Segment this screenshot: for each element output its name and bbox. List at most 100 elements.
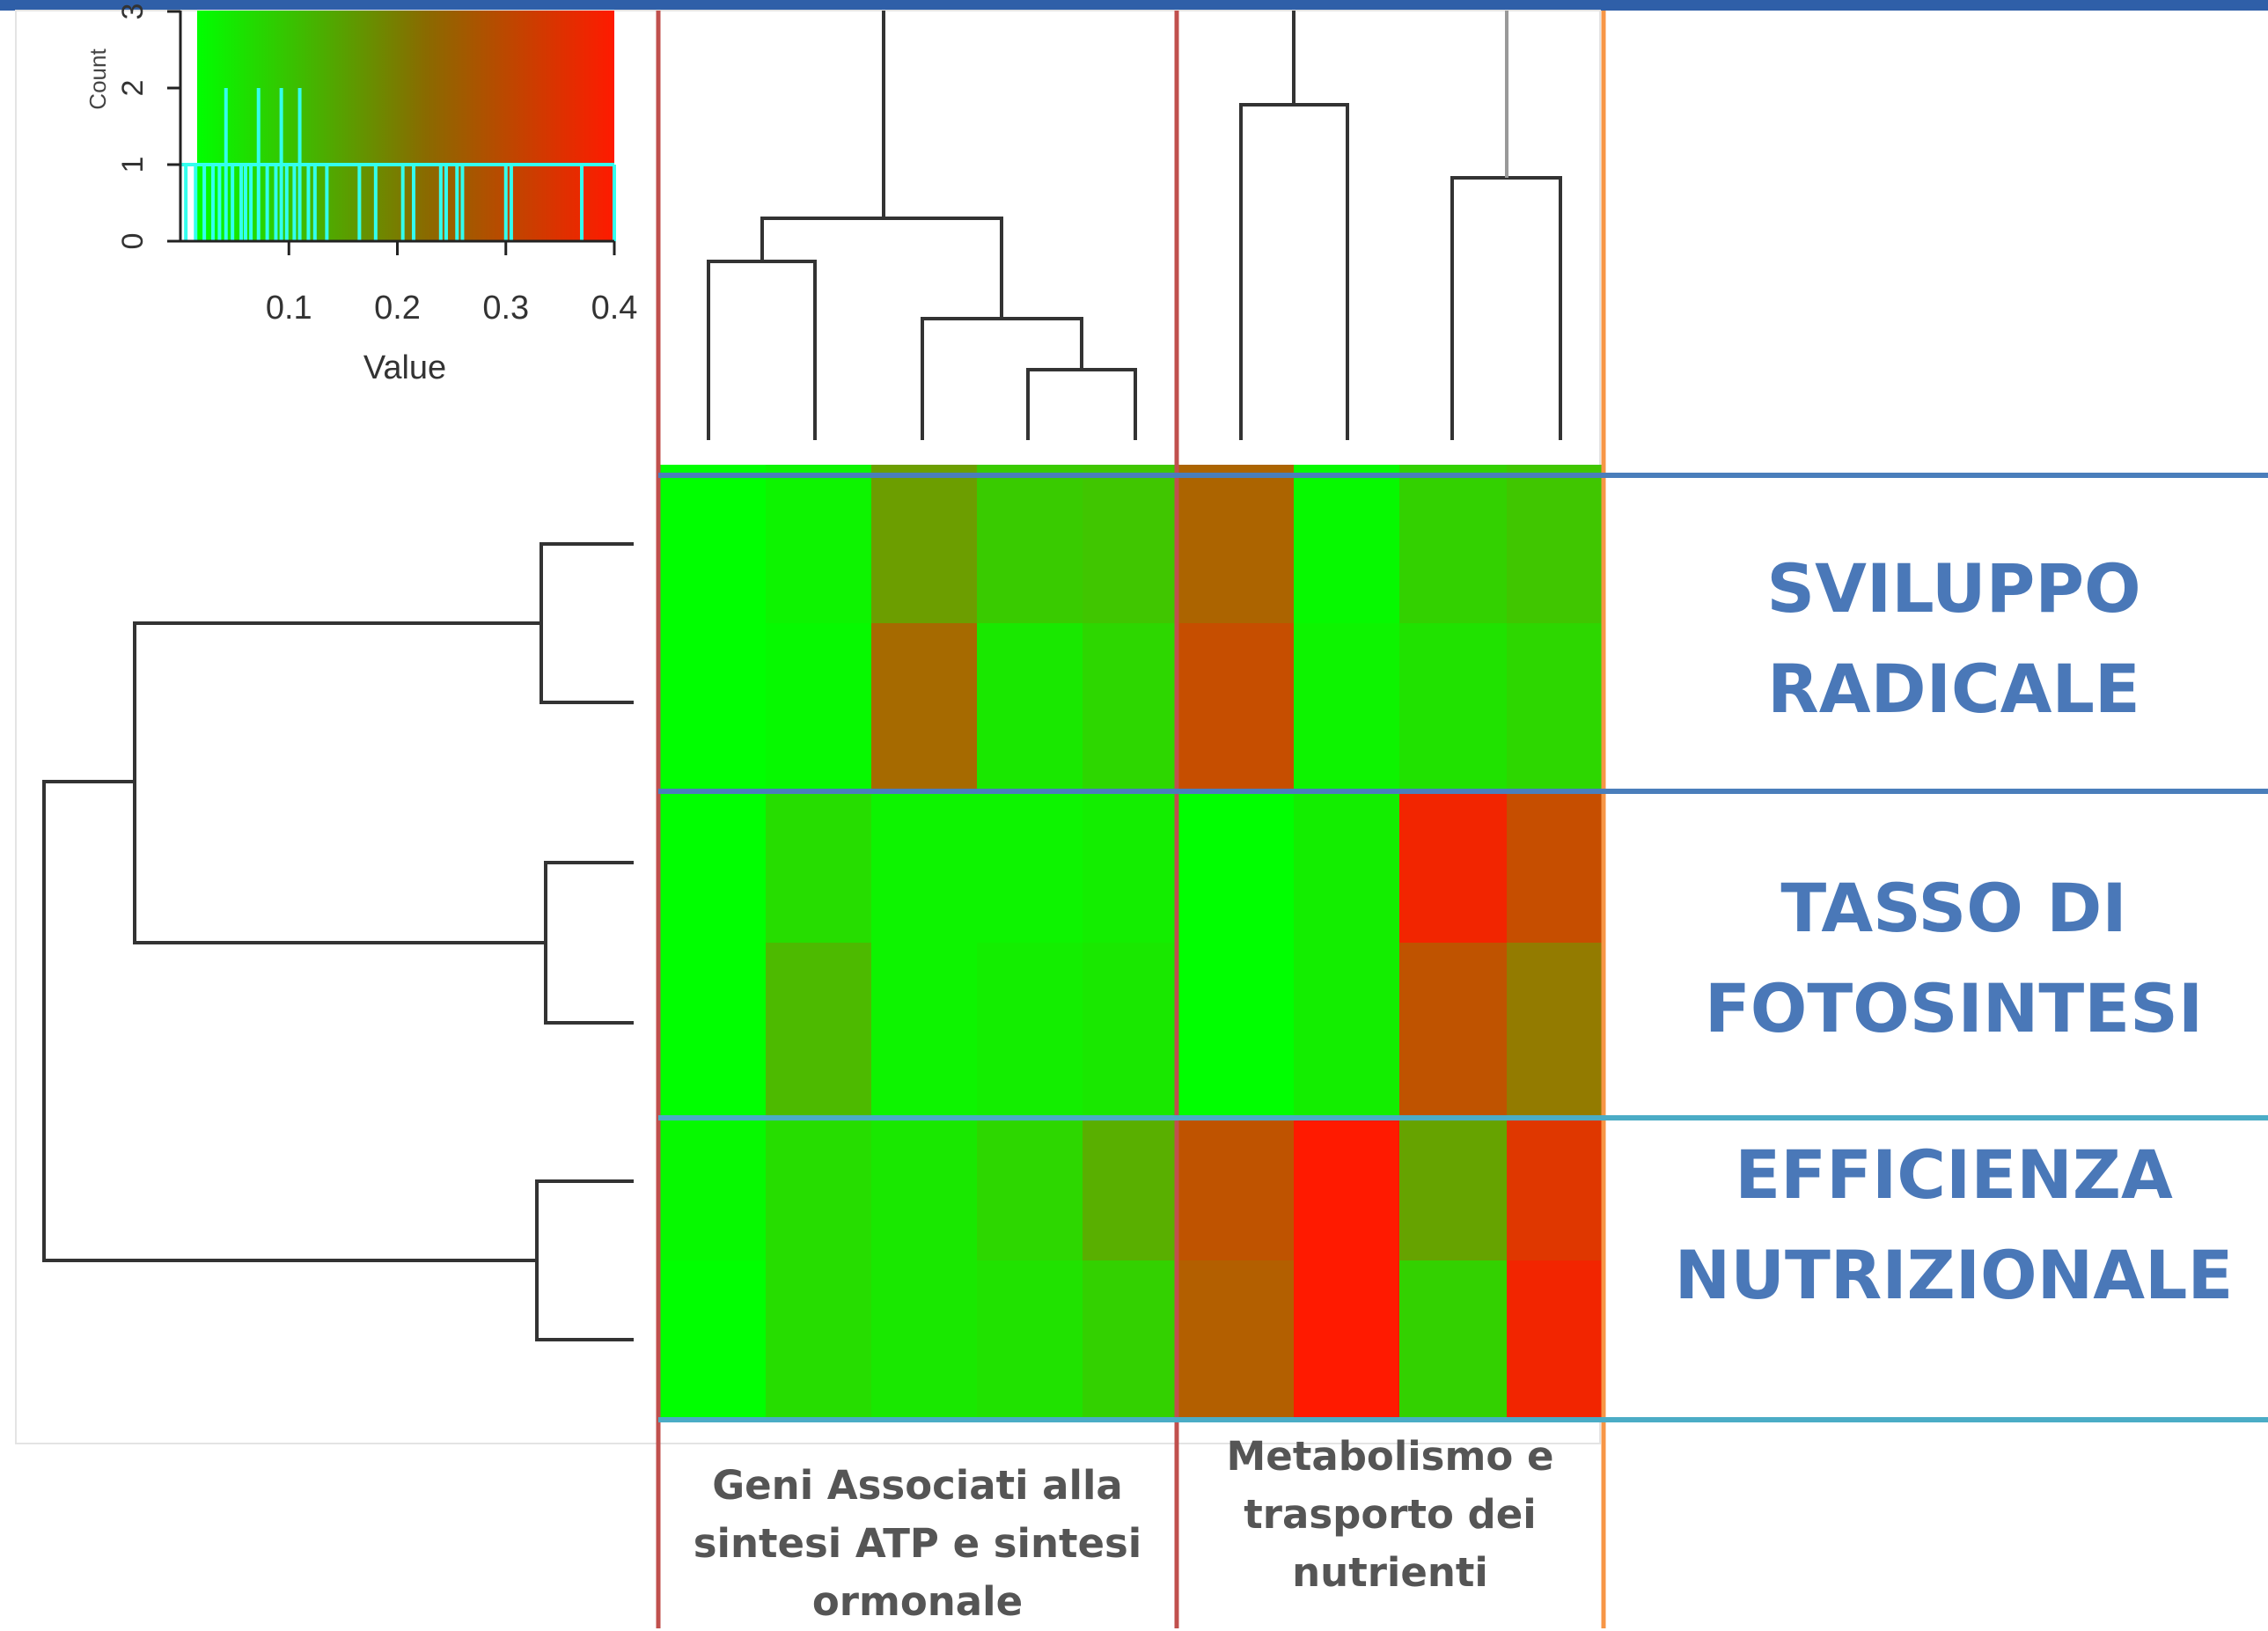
col-label-line: sintesi ATP e sintesi: [693, 1520, 1142, 1567]
row-dendro-branch: [535, 1179, 634, 1341]
heatmap-cell: [871, 1260, 978, 1421]
col-label-line: nutrienti: [1292, 1549, 1488, 1596]
heatmap-cell: [660, 1260, 767, 1421]
heatmap-cell: [766, 1260, 872, 1421]
heatmap-cell: [1177, 791, 1295, 944]
heatmap-cell: [1294, 1260, 1400, 1421]
heatmap-cell: [1083, 623, 1178, 792]
row-label-line: FOTOSINTESI: [1704, 969, 2204, 1047]
heatmap-cell: [1294, 791, 1400, 944]
heatmap-cell: [977, 791, 1083, 944]
row-label-line: EFFICIENZA: [1735, 1135, 2173, 1214]
color-key-ylabel: Count: [84, 48, 111, 110]
row-label-line: NUTRIZIONALE: [1674, 1236, 2234, 1314]
heatmap-cell: [766, 465, 872, 624]
heatmap-cell: [1083, 1260, 1178, 1421]
heatmap-cell: [1177, 943, 1295, 1119]
heatmap-cell: [1083, 791, 1178, 944]
heatmap-cell: [1294, 623, 1400, 792]
col-dendro-branch: [1450, 176, 1562, 440]
heatmap-cell: [1507, 623, 1603, 792]
row-dendro-branch: [42, 780, 537, 1262]
col-dendro-branch: [1239, 103, 1349, 440]
row-label-line: SVILUPPO: [1766, 549, 2141, 628]
row-dendro-branch: [544, 861, 634, 1025]
color-key-y-tick-label: 1: [116, 157, 150, 173]
heatmap-cell: [660, 465, 767, 624]
heatmap-cell: [1399, 465, 1508, 624]
heatmap-cell: [1399, 623, 1508, 792]
col-label-line: trasporto dei: [1244, 1491, 1537, 1538]
heatmap-cell: [1507, 465, 1603, 624]
heatmap-cell: [871, 791, 978, 944]
color-key-xlabel: Value: [363, 349, 446, 386]
color-key-y-tick-label: 3: [116, 4, 150, 20]
heatmap-cell: [1177, 465, 1295, 624]
color-key: 0.1 0.2 0.3 0.4 0 1 2 3 Value Count: [84, 4, 637, 386]
heatmap-cell: [766, 943, 872, 1119]
row-dendro-branch: [133, 621, 546, 944]
heatmap-cell: [766, 623, 872, 792]
heatmap-cell: [977, 1118, 1083, 1261]
heatmap-cell: [871, 1118, 978, 1261]
heatmap-cell: [1399, 1118, 1508, 1261]
heatmap-cell: [1083, 465, 1178, 624]
heatmap-cell: [977, 465, 1083, 624]
col-label-metabolismo: Metabolismo e trasporto dei nutrienti: [1178, 1428, 1602, 1602]
row-dendrogram: [42, 542, 634, 1341]
heatmap-cell: [871, 943, 978, 1119]
color-key-x-tick-label: 0.4: [591, 290, 638, 327]
heatmap-cell: [977, 623, 1083, 792]
col-label-line: Metabolismo e: [1226, 1433, 1554, 1480]
col-label-line: ormonale: [811, 1578, 1024, 1625]
column-dendrogram-group-1: [707, 11, 1137, 440]
color-key-x-tick-label: 0.2: [374, 290, 421, 327]
heatmap-cell: [766, 791, 872, 944]
col-dendro-branch: [707, 260, 817, 440]
color-key-y-tick-label: 2: [116, 80, 150, 97]
col-dendro-branch: [921, 317, 1083, 440]
row-label-efficienza-nutrizionale: EFFICIENZA NUTRIZIONALE: [1611, 1125, 2268, 1326]
row-label-line: RADICALE: [1767, 650, 2140, 728]
col-dendro-branch: [1026, 368, 1137, 440]
heatmap-cell: [1083, 1118, 1178, 1261]
color-key-histogram: [180, 88, 616, 241]
row-label-tasso-fotosintesi: TASSO DI FOTOSINTESI: [1611, 858, 2268, 1059]
heatmap-cell: [660, 1118, 767, 1261]
heatmap-cell: [660, 943, 767, 1119]
color-key-x-tick-label: 0.3: [482, 290, 529, 327]
col-label-line: Geni Associati alla: [712, 1462, 1123, 1509]
col-label-geni-associati: Geni Associati alla sintesi ATP e sintes…: [660, 1457, 1175, 1631]
heatmap-cell: [1507, 791, 1603, 944]
heatmap-cell: [1177, 1118, 1295, 1261]
heatmap-cell: [1294, 1118, 1400, 1261]
color-key-y-tick-label: 0: [116, 233, 150, 250]
heatmap-cell: [660, 791, 767, 944]
heatmap-cell: [766, 1118, 872, 1261]
color-key-x-ticks: 0.1 0.2 0.3 0.4: [266, 241, 638, 327]
heatmap-cell: [1294, 943, 1400, 1119]
heatmap-cell: [1083, 943, 1178, 1119]
heatmap-cell: [660, 623, 767, 792]
heatmap-cell: [1507, 943, 1603, 1119]
top-accent-bar: [0, 0, 2268, 11]
row-dendro-branch: [539, 542, 634, 704]
heatmap-cell: [1177, 623, 1295, 792]
row-label-line: TASSO DI: [1780, 869, 2127, 947]
heatmap-cell: [871, 465, 978, 624]
heatmap-cell: [1399, 943, 1508, 1119]
heatmap-cell: [1177, 1260, 1295, 1421]
heatmap-cell: [1294, 465, 1400, 624]
column-dendrogram-group-2: [1239, 11, 1562, 440]
heatmap-cells: [660, 465, 1603, 1421]
heatmap-cell: [977, 1260, 1083, 1421]
heatmap-cell: [1399, 791, 1508, 944]
row-label-sviluppo-radicale: SVILUPPO RADICALE: [1611, 539, 2268, 739]
col-dendro-branch: [760, 217, 1003, 319]
heatmap-cell: [871, 623, 978, 792]
heatmap-cell: [1399, 1260, 1508, 1421]
heatmap-cell: [1507, 1118, 1603, 1261]
color-key-y-ticks: 0 1 2 3: [116, 4, 180, 250]
color-key-x-tick-label: 0.1: [266, 290, 312, 327]
